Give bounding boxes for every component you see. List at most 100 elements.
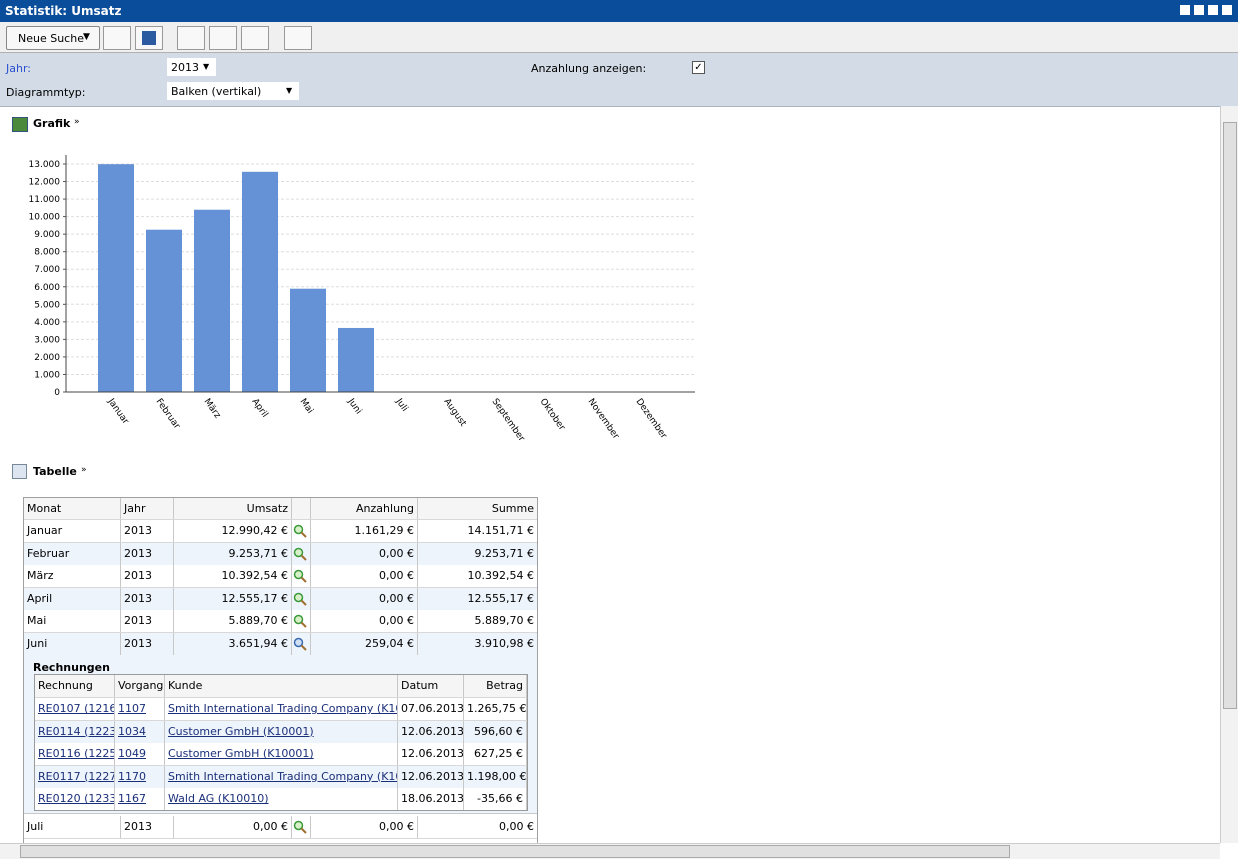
link[interactable]: 1034 [118,724,146,738]
filter-panel: Jahr: 2013 ▼ Diagrammtyp: Balken (vertika… [0,53,1238,107]
link[interactable]: RE0114 (1223) [38,724,115,738]
link[interactable]: 1107 [118,702,146,715]
y-tick-label: 7.000 [34,265,60,275]
table-cell: Juli [24,816,121,838]
x-tick-label: Mai [298,397,315,416]
link[interactable]: RE0120 (1233) [38,792,115,805]
detail-icon[interactable] [293,592,307,606]
table-cell: 12.555,17 € [418,588,537,610]
table-cell: RE0116 (1225) [35,743,115,765]
table-cell: Customer GmbH (K10001) [165,743,398,765]
link[interactable]: Customer GmbH (K10001) [168,724,314,738]
lens [293,524,304,535]
filter-button[interactable] [284,26,312,50]
invoice-row: RE0120 (1233) 1167 Wald AG (K10010) 18.06.2… [35,788,527,810]
table-row: Januar 2013 12.990,42 € 1.161,29 €14.151,71… [24,520,537,543]
table-cell [292,610,311,632]
table-cell: April [24,587,121,610]
link[interactable]: 1167 [118,792,146,805]
table-cell: RE0114 (1223) [35,720,115,743]
undo-button[interactable] [209,26,237,50]
header-row: Monat Jahr Umsatz Anzahlung Summe [24,498,537,520]
table-cell: 1.161,29 € [311,520,418,542]
link[interactable]: 1049 [118,747,146,760]
window-controls[interactable] [1180,5,1232,17]
year-select[interactable]: 2013 ▼ [167,58,216,76]
table-row: Februar 2013 9.253,71 €0,00 €9.253,71 € [24,542,537,566]
table-cell: RE0120 (1233) [35,788,115,810]
table-cell: 0,00 € [311,565,418,587]
save-button[interactable] [135,26,163,50]
x-tick-label: März [202,397,223,421]
y-tick-label: 5.000 [34,300,60,310]
link[interactable]: RE0116 (1225) [38,747,115,760]
link[interactable]: RE0117 (1227) [38,769,115,783]
y-tick-label: 13.000 [29,160,61,170]
x-tick-label: August [442,397,469,429]
link[interactable]: Smith International Trading Company (K10… [168,702,397,715]
table-section-title: Tabelle [33,465,77,478]
detail-icon[interactable] [293,569,307,583]
table-cell: Februar [24,542,121,565]
y-tick-label: 3.000 [34,335,60,345]
table-row: Juli 2013 0,00 €0,00 €0,00 € [24,816,537,839]
link[interactable]: RE0107 (1216) [38,702,115,715]
bar [338,327,374,392]
table-cell [292,632,311,655]
link[interactable]: 1170 [118,769,146,783]
link[interactable]: Smith International Trading Company (K10… [168,769,397,783]
bar [194,209,230,392]
table-cell: 0,00 € [311,610,418,632]
table-cell: 1170 [115,765,165,788]
handle [300,827,307,834]
diagram-select[interactable]: Balken (vertikal) ▼ [167,82,299,100]
clear-button[interactable] [177,26,205,50]
x-tick-label: November [586,397,621,441]
x-tick-label: Januar [105,396,130,426]
table-cell [292,542,311,565]
year-value: 2013 [171,61,199,74]
link[interactable]: Wald AG (K10010) [168,792,269,805]
export-button[interactable] [241,26,269,50]
column-header: Anzahlung [311,498,418,519]
table-cell: RE0107 (1216) [35,698,115,720]
y-tick-label: 4.000 [34,318,60,328]
y-tick-label: 2.000 [34,353,60,363]
detail-icon[interactable] [293,637,307,651]
link[interactable]: Customer GmbH (K10001) [168,747,314,760]
table-cell: 2013 [121,587,174,610]
collapse-icon[interactable]: » [81,465,87,475]
vertical-scrollbar[interactable] [1220,106,1238,843]
window-title: Statistik: Umsatz [5,4,122,18]
title-bar: Statistik: Umsatz [0,0,1238,22]
y-tick-label: 0 [54,388,60,398]
y-tick-label: 8.000 [34,248,60,258]
column-header: Vorgang [115,675,165,697]
chart-icon [12,117,28,132]
deposit-checkbox[interactable]: ✓ [692,61,705,74]
table-cell: 0,00 € [311,542,418,565]
diagram-label: Diagrammtyp: [6,86,86,99]
invoice-row: RE0116 (1225) 1049 Customer GmbH (K10001) 1… [35,743,527,766]
edit-button[interactable] [103,26,131,50]
table-cell: 9.253,71 € [174,542,292,565]
detail-icon[interactable] [293,614,307,628]
x-tick-label: Februar [154,397,182,431]
collapse-icon[interactable]: » [74,117,80,127]
table-cell: 10.392,54 € [174,565,292,587]
detail-icon[interactable] [293,547,307,561]
handle [300,554,307,561]
detail-icon[interactable] [293,524,307,538]
invoice-header-row: Rechnung Vorgang Kunde Datum Betrag [35,675,527,698]
table-cell: 596,60 € [464,720,527,743]
search-button[interactable]: Neue Suche ▼ [6,26,100,50]
table-cell: 5.889,70 € [418,610,537,632]
table-cell: Juni [24,632,121,655]
horizontal-scrollbar[interactable] [0,843,1220,859]
detail-icon[interactable] [293,820,307,834]
table-cell: März [24,565,121,587]
lens [293,592,304,602]
table-cell: Januar [24,520,121,542]
chart: 0 1.000 2.000 3.000 4.000 5.000 6.000 7.000 8.00… [29,155,695,444]
table-cell: 2013 [121,520,174,542]
